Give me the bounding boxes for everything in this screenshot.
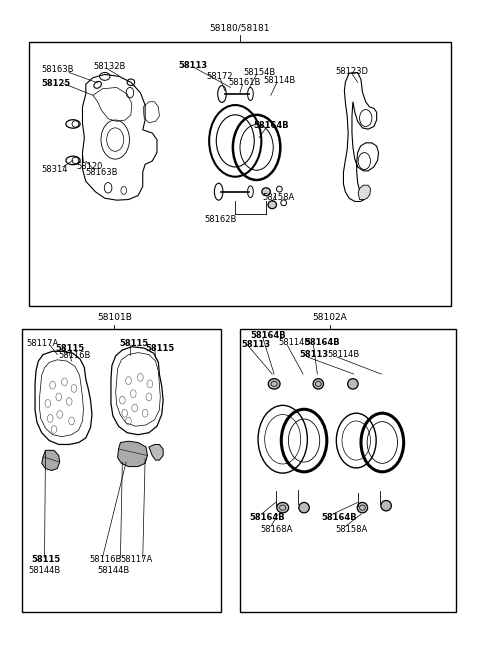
Text: 58161B: 58161B — [228, 78, 261, 87]
Bar — [240, 328, 456, 612]
Text: 58117A: 58117A — [26, 339, 59, 348]
Text: 58154B: 58154B — [244, 68, 276, 77]
Text: 58180/58181: 58180/58181 — [210, 23, 270, 32]
Text: 58158A: 58158A — [263, 193, 295, 202]
Text: 58314: 58314 — [42, 165, 68, 174]
Ellipse shape — [313, 378, 324, 389]
Text: 58164B: 58164B — [304, 338, 340, 348]
Text: 58163B: 58163B — [86, 168, 118, 177]
Text: 58168A: 58168A — [260, 525, 292, 533]
Text: 58115: 58115 — [119, 339, 148, 348]
Ellipse shape — [268, 201, 276, 209]
Bar — [29, 42, 451, 306]
Ellipse shape — [262, 188, 270, 196]
Text: 58123D: 58123D — [335, 66, 368, 76]
Text: 58120: 58120 — [76, 162, 103, 171]
Text: 58114B: 58114B — [278, 338, 310, 348]
Text: 58114B: 58114B — [328, 350, 360, 359]
Polygon shape — [149, 444, 163, 460]
Text: 58158A: 58158A — [335, 525, 367, 533]
Text: 58164B: 58164B — [251, 330, 286, 340]
Text: 58164B: 58164B — [250, 513, 285, 522]
Ellipse shape — [357, 503, 368, 513]
Text: 58113: 58113 — [300, 350, 328, 359]
Text: 58113: 58113 — [241, 340, 270, 350]
Text: 58164B: 58164B — [253, 122, 289, 130]
Text: 58144B: 58144B — [97, 566, 130, 576]
Text: 58132B: 58132B — [93, 62, 125, 71]
Ellipse shape — [299, 503, 309, 513]
Polygon shape — [118, 442, 147, 466]
Text: 58114B: 58114B — [264, 76, 296, 85]
Polygon shape — [42, 450, 60, 470]
Text: 58117A: 58117A — [120, 555, 153, 564]
Ellipse shape — [277, 503, 288, 513]
Ellipse shape — [348, 378, 358, 389]
Text: 58116B: 58116B — [89, 555, 121, 564]
Ellipse shape — [268, 378, 280, 389]
Text: 58162B: 58162B — [204, 215, 236, 223]
Text: 58116B: 58116B — [59, 351, 91, 360]
Text: 58113: 58113 — [179, 61, 207, 70]
Text: 58101B: 58101B — [97, 313, 132, 322]
Text: 58125: 58125 — [42, 79, 71, 88]
Text: 58164B: 58164B — [322, 513, 357, 522]
Bar — [22, 328, 221, 612]
Text: 58172: 58172 — [207, 72, 233, 81]
Text: 58163B: 58163B — [42, 66, 74, 74]
Text: 58115: 58115 — [31, 555, 60, 564]
Text: 58115: 58115 — [55, 344, 84, 353]
Ellipse shape — [381, 501, 391, 511]
Text: 58102A: 58102A — [313, 313, 348, 322]
Text: 58144B: 58144B — [29, 566, 61, 576]
Polygon shape — [358, 185, 371, 200]
Text: 58115: 58115 — [145, 344, 174, 353]
